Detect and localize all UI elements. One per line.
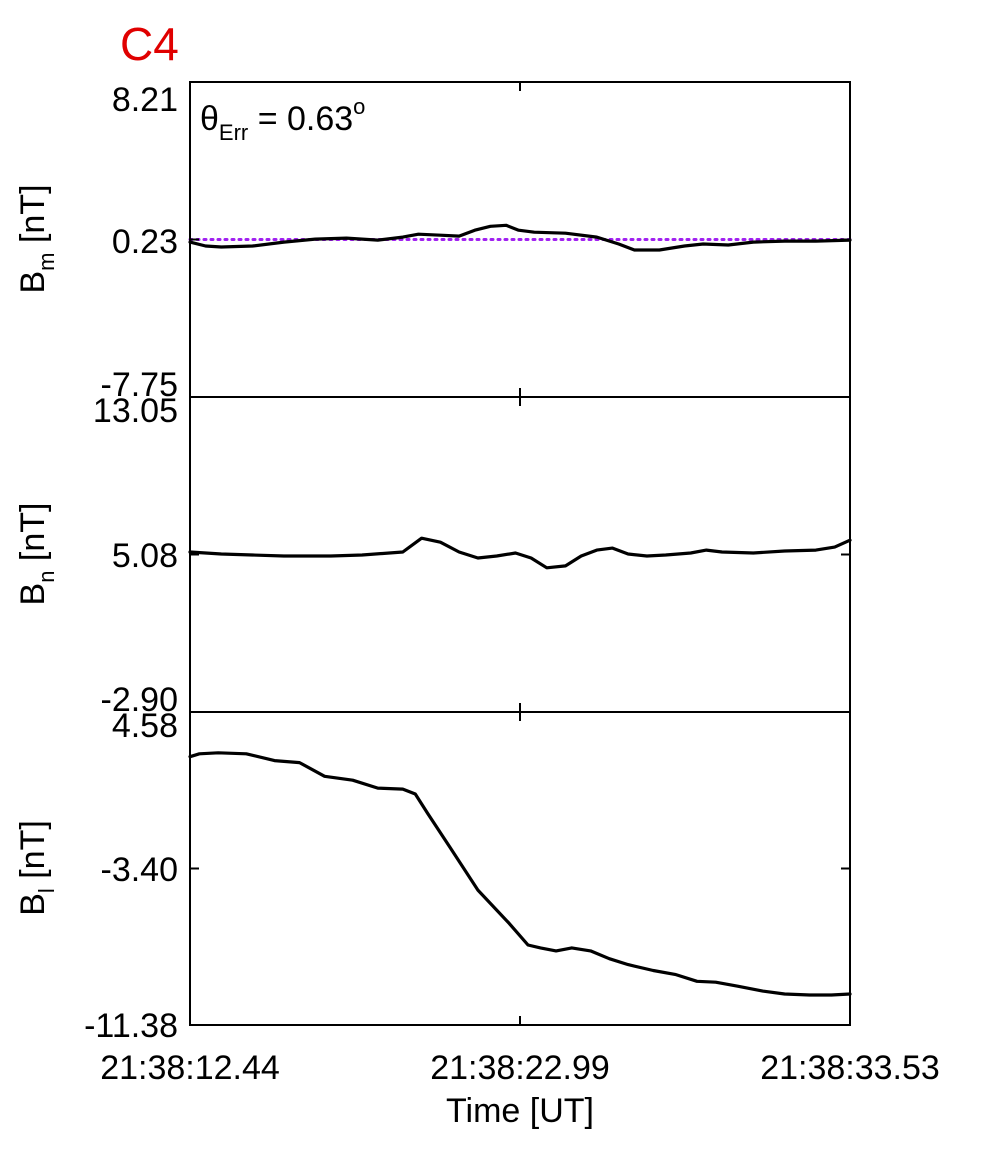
- panel-bl-frame: [189, 711, 851, 1026]
- panel-bl-ytick-mid: -3.40: [101, 851, 179, 889]
- x-axis-label: Time [UT]: [446, 1092, 594, 1130]
- panel-bl: 4.58 -3.40 -11.38 Bl [nT]: [14, 707, 852, 1045]
- panel-bl-ylabel: Bl [nT]: [14, 820, 59, 916]
- panel-bl-series-line: [188, 751, 852, 997]
- panel-bm: 8.21 0.23 -7.75 Bm [nT] θErr = 0.63o: [14, 81, 852, 404]
- panel-bl-ytick-bottom: -11.38: [84, 1007, 178, 1045]
- panel-bm-ticks: [189, 81, 851, 398]
- panel-bn-ytick-mid: 5.08: [112, 537, 178, 575]
- panel-bn: 13.05 5.08 -2.90 Bn [nT]: [14, 392, 852, 719]
- xtick-label-mid: 21:38:22.99: [430, 1049, 610, 1087]
- panel-bn-plot: [188, 536, 852, 570]
- xtick-label-start: 21:38:12.44: [100, 1049, 280, 1087]
- panel-bm-ytick-mid: 0.23: [112, 223, 178, 261]
- panel-bn-ylabel: Bn [nT]: [14, 503, 59, 606]
- spacecraft-label: C4: [120, 18, 179, 70]
- panel-bm-ylabel: Bm [nT]: [14, 184, 59, 293]
- panel-bm-series-line: [188, 223, 852, 252]
- theta-err-annotation: θErr = 0.63o: [200, 94, 365, 145]
- panel-bn-ytick-top: 13.05: [93, 392, 178, 430]
- panel-bn-ytick-bottom: -2.90: [101, 681, 179, 719]
- xtick-label-end: 21:38:33.53: [760, 1049, 940, 1087]
- panel-bl-ticks: [189, 711, 851, 1026]
- panel-bl-ytick-top: 4.58: [112, 707, 178, 745]
- panel-bm-ytick-top: 8.21: [112, 81, 178, 119]
- panel-bm-plot: [188, 223, 852, 252]
- panel-bl-plot: [188, 751, 852, 997]
- panel-bn-series-line: [188, 536, 852, 570]
- panel-bm-ytick-bottom: -7.75: [101, 366, 179, 404]
